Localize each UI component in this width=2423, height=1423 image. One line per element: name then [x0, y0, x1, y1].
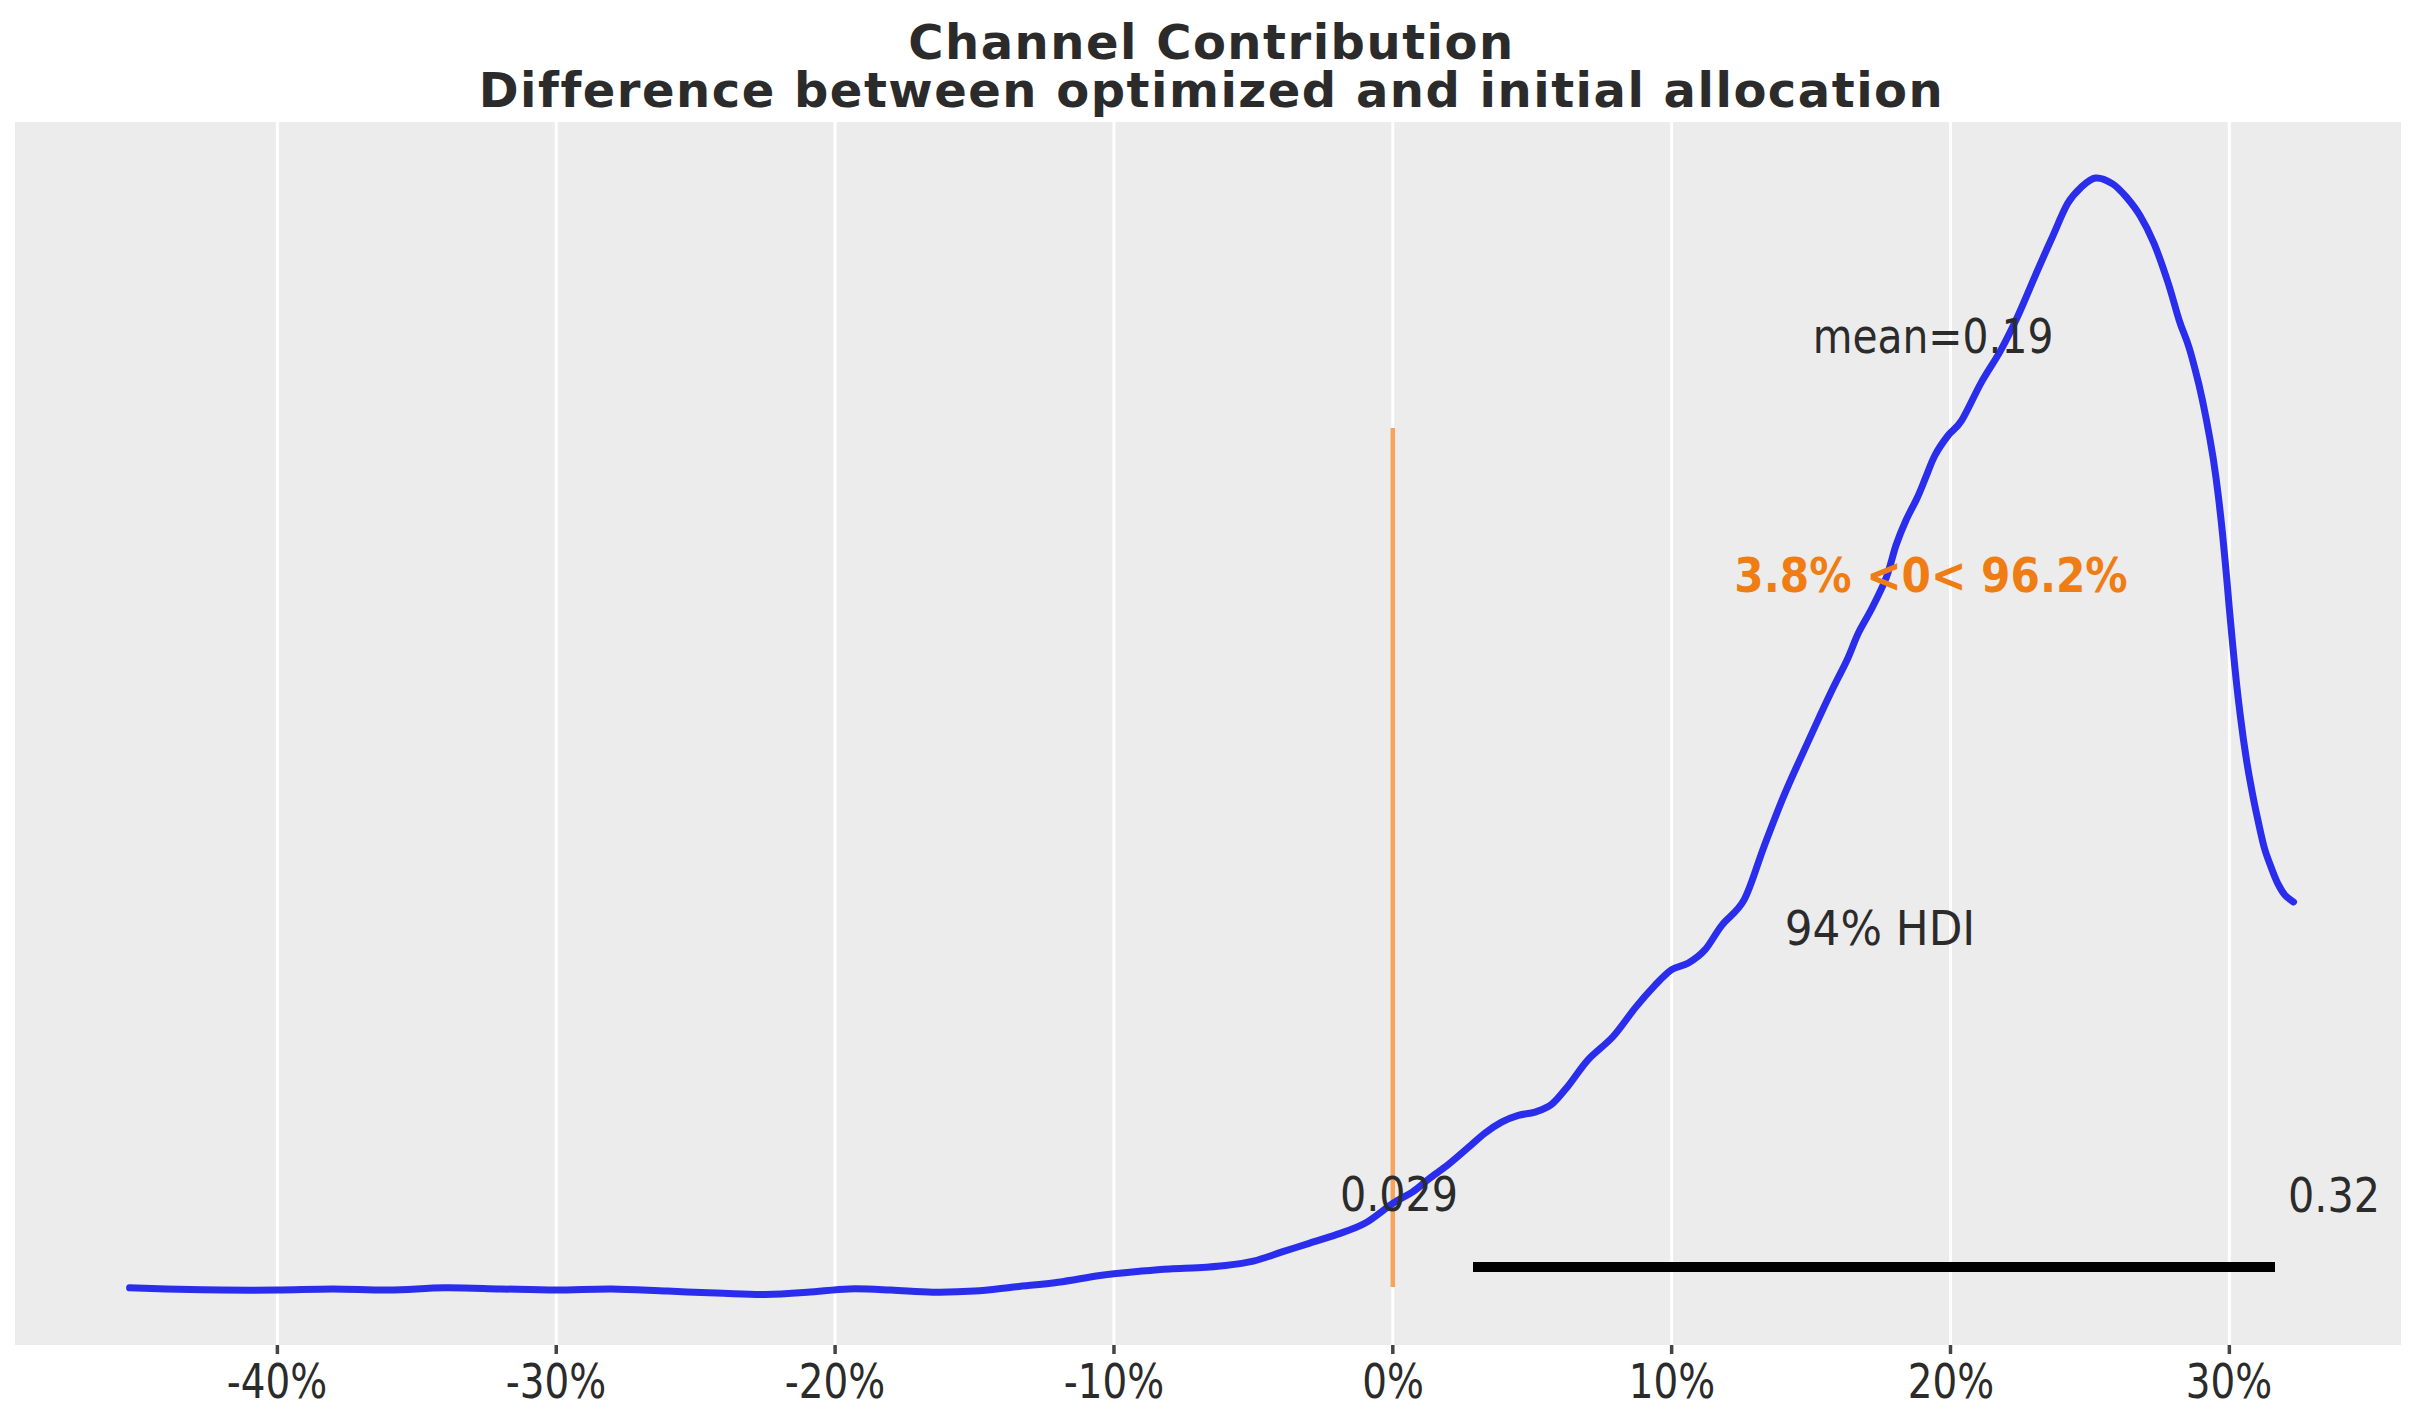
x-tick-label: 20%: [1907, 1357, 1993, 1405]
x-tick-label: -30%: [506, 1357, 606, 1405]
x-tick-label: -40%: [227, 1357, 327, 1405]
hdi-interval-label: 94% HDI: [1785, 904, 1975, 952]
x-tick-label: -10%: [1064, 1357, 1164, 1405]
mean-label: mean=0.19: [1813, 312, 2054, 360]
x-tick-label: -20%: [785, 1357, 885, 1405]
x-tick-label: 30%: [2186, 1357, 2272, 1405]
ref-probability-label: 3.8% <0< 96.2%: [1734, 551, 2127, 599]
chart-title: Channel Contribution Difference between …: [0, 18, 2423, 114]
x-tick-label: 0%: [1362, 1357, 1424, 1405]
x-tick-label: 10%: [1628, 1357, 1714, 1405]
hdi-lower-value: 0.029: [1340, 1170, 1458, 1218]
chart-title-line2: Difference between optimized and initial…: [0, 66, 2423, 114]
hdi-upper-value: 0.32: [2288, 1171, 2380, 1219]
hdi-bar: [1473, 1262, 2275, 1272]
density-plot: [0, 0, 2423, 1423]
chart-title-line1: Channel Contribution: [0, 18, 2423, 66]
